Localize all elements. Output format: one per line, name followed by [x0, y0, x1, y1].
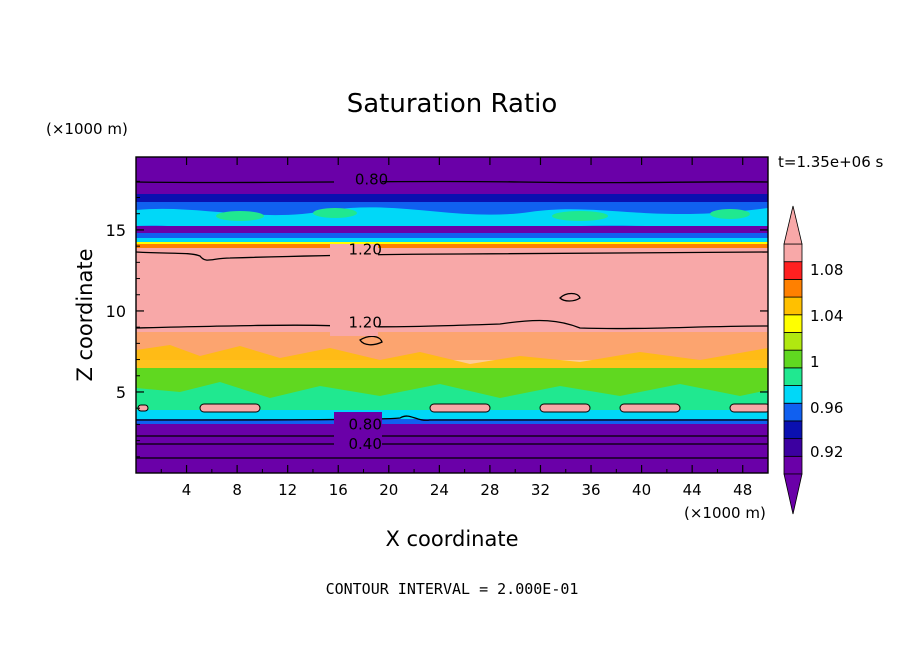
x-tick-label: 24	[430, 481, 449, 499]
band-top-green-1	[216, 211, 264, 221]
contour-label: 1.20	[348, 313, 381, 331]
colorbar-swatch	[783, 278, 803, 298]
colorbar-swatch	[783, 349, 803, 369]
colorbar-swatch	[783, 243, 803, 263]
band-mid-yellow	[136, 242, 768, 245]
contour-label: 0.80	[348, 415, 381, 433]
colorbar	[783, 205, 803, 515]
plot-frame	[135, 156, 769, 474]
band-mid-orange	[136, 244, 768, 248]
colorbar-swatch	[783, 296, 803, 316]
colorbar-label: 0.96	[810, 399, 843, 417]
contour-label-backgrounds	[330, 172, 382, 452]
contour-interval-note: CONTOUR INTERVAL = 2.000E-01	[326, 580, 579, 598]
band-top-green-2	[313, 208, 357, 218]
colorbar-swatch	[783, 332, 803, 351]
x-tick-label: 48	[733, 481, 752, 499]
cloud-base-lenses	[137, 403, 768, 413]
colorbar-bottom-triangle	[783, 473, 803, 515]
band-cloudbase-cyan	[136, 410, 768, 420]
y-tick-label: 15	[106, 221, 126, 240]
x-tick-label: 28	[480, 481, 499, 499]
band-cloud-teal	[136, 382, 768, 412]
colorbar-swatch	[783, 402, 803, 422]
contour-label: 1.20	[348, 240, 381, 258]
y-axis-unit: (×1000 m)	[46, 120, 128, 138]
x-axis-ticks: 4 8 12 16 20 24 28 32 36 40 44 48	[160, 157, 752, 499]
plot-area: 0.80 1.20 1.20 0.80 0.40	[136, 157, 768, 473]
colorbar-label: 1.08	[810, 261, 843, 279]
band-top-purple	[136, 157, 768, 197]
x-axis-unit: (×1000 m)	[684, 504, 766, 522]
time-label: t=1.35e+06 s	[778, 153, 884, 171]
band-top-navy	[136, 194, 768, 204]
chart-title: Saturation Ratio	[347, 89, 558, 119]
contour-label: 0.40	[348, 435, 381, 453]
colorbar-label: 1.04	[810, 307, 843, 325]
x-axis-label: X coordinate	[385, 527, 518, 551]
colorbar-swatch	[783, 385, 803, 404]
x-tick-label: 12	[278, 481, 297, 499]
colorbar-swatch	[783, 367, 803, 386]
y-tick-label: 10	[106, 302, 126, 321]
colorbar-swatch	[783, 438, 803, 457]
colorbar-labels: 1.08 1.04 1 0.96 0.92	[810, 261, 843, 461]
contour-label: 0.80	[355, 171, 388, 189]
band-cloud-mix	[136, 345, 768, 372]
colorbar-swatch	[783, 455, 803, 475]
x-tick-label: 32	[531, 481, 550, 499]
x-tick-label: 8	[232, 481, 242, 499]
x-tick-label: 4	[182, 481, 192, 499]
x-tick-label: 40	[632, 481, 651, 499]
band-mid-purple	[136, 226, 768, 234]
y-tick-label: 5	[116, 383, 126, 402]
x-tick-label: 44	[683, 481, 702, 499]
colorbar-label: 0.92	[810, 443, 843, 461]
contour-labels: 0.80 1.20 1.20 0.80 0.40	[348, 171, 388, 453]
x-tick-label: 36	[581, 481, 600, 499]
band-mid-cyan	[136, 238, 768, 243]
colorbar-swatch	[783, 420, 803, 440]
colorbar-swatch	[783, 314, 803, 333]
band-mid-blue	[136, 233, 768, 239]
colorbar-label: 1	[810, 353, 820, 371]
x-tick-label: 20	[379, 481, 398, 499]
x-tick-label: 16	[329, 481, 348, 499]
colorbar-top-triangle	[783, 205, 803, 245]
band-lower-blue	[136, 419, 768, 425]
colorbar-swatch	[783, 261, 803, 280]
band-top-green-4	[710, 209, 750, 219]
y-axis-label: Z coordinate	[73, 248, 97, 381]
band-top-green-3	[552, 211, 608, 221]
band-top-cyan	[136, 207, 768, 230]
y-axis-ticks: 5 10 15	[106, 180, 768, 458]
band-lower-purple	[136, 424, 768, 473]
